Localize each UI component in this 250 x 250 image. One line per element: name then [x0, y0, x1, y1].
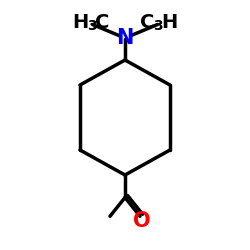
Text: 3: 3	[87, 18, 97, 32]
Text: C: C	[140, 12, 154, 32]
Text: C: C	[96, 12, 110, 32]
Text: 3: 3	[153, 18, 163, 32]
Text: O: O	[133, 211, 150, 231]
Text: N: N	[116, 28, 134, 48]
Text: H: H	[161, 12, 178, 32]
Text: H: H	[72, 12, 89, 32]
